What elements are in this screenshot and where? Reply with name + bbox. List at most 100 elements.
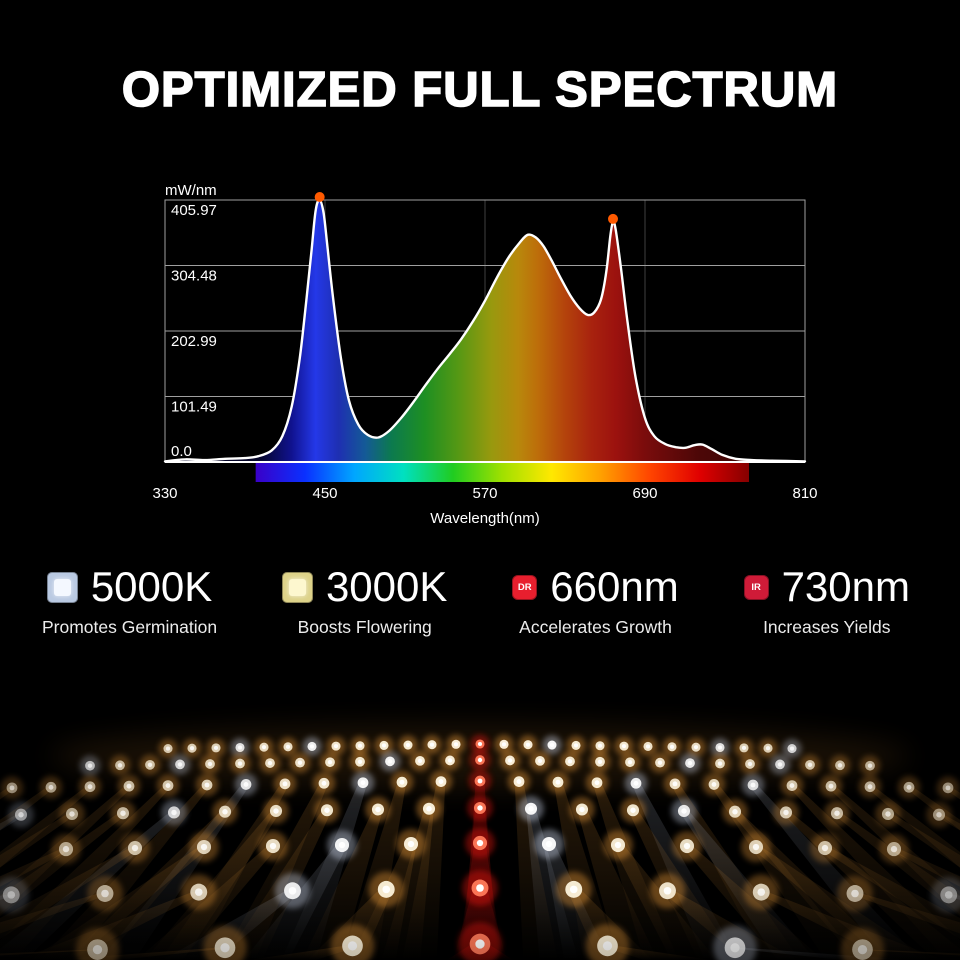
led-hotspot	[288, 886, 297, 895]
y-tick-label: 304.48	[171, 267, 217, 284]
legend-value-5000k: 5000K	[90, 563, 213, 610]
led-hotspot	[375, 806, 381, 813]
legend-item-3000k: 3000K Boosts Flowering	[281, 563, 448, 638]
led-hotspot	[9, 785, 15, 791]
led-hotspot	[297, 760, 303, 765]
legend-caption-660nm: Accelerates Growth	[519, 617, 672, 637]
led-hotspot	[327, 760, 333, 765]
led-beam	[883, 813, 960, 868]
led-beam	[0, 893, 112, 934]
led-hotspot	[267, 760, 273, 766]
led-hotspot	[555, 779, 561, 785]
led-hotspot	[789, 746, 795, 751]
led-hotspot	[597, 759, 603, 764]
led-hotspot	[165, 783, 171, 788]
led-hotspot	[730, 943, 740, 953]
legend-caption-5000k: Promotes Germination	[42, 617, 218, 637]
led-beam	[162, 890, 300, 960]
led-beam	[832, 813, 960, 917]
led-hotspot	[476, 839, 484, 847]
led-hotspot	[447, 758, 453, 763]
led-hotspot	[338, 841, 346, 849]
legend-value-3000k: 3000K	[325, 563, 448, 610]
led-array-svg	[0, 724, 960, 960]
led-hotspot	[765, 746, 771, 751]
led-hotspot	[429, 742, 435, 747]
led-hotspot	[120, 810, 126, 816]
led-hotspot	[189, 746, 195, 751]
led-hotspot	[165, 746, 171, 751]
led-hotspot	[273, 808, 279, 814]
x-axis-title: Wavelength(nm)	[430, 510, 539, 527]
led-hotspot	[687, 760, 693, 766]
wavelength-color-bar	[255, 463, 749, 482]
led-hotspot	[171, 809, 177, 816]
led-hotspot	[382, 885, 391, 894]
y-axis-title: mW/nm	[165, 182, 217, 199]
led-hotspot	[92, 944, 103, 955]
led-hotspot	[426, 806, 432, 812]
led-hotspot	[579, 806, 585, 813]
legend-item-660nm: DR 660nm Accelerates Growth	[512, 566, 679, 638]
x-tick-label: 450	[312, 485, 337, 502]
legend-caption-3000k: Boosts Flowering	[297, 617, 432, 637]
led-chip-730nm-icon: IR	[743, 574, 769, 600]
spectrum-curve	[163, 198, 807, 463]
x-tick-label: 330	[152, 485, 177, 502]
led-hotspot	[663, 886, 672, 895]
led-hotspot	[222, 809, 228, 815]
led-hotspot	[567, 759, 573, 764]
led-hotspot	[789, 783, 795, 788]
led-hotspot	[477, 741, 483, 747]
led-hotspot	[681, 808, 687, 814]
led-hotspot	[614, 841, 622, 849]
x-tick-label: 810	[792, 485, 817, 502]
led-hotspot	[269, 842, 277, 850]
led-hotspot	[549, 743, 555, 748]
led-hotspot	[621, 744, 627, 749]
led-hotspot	[207, 761, 213, 767]
led-hotspot	[69, 811, 75, 817]
led-hotspot	[237, 745, 243, 750]
led-hotspot	[438, 779, 444, 784]
led-hotspot	[407, 840, 415, 848]
led-hotspot	[321, 780, 327, 786]
led-hotspot	[537, 758, 543, 764]
led-chip-3000k-icon	[281, 571, 313, 603]
led-hotspot	[717, 761, 723, 766]
led-hotspot	[417, 758, 423, 764]
y-tick-label: 0.0	[171, 443, 192, 460]
led-hotspot	[741, 745, 747, 750]
led-hotspot	[627, 760, 633, 765]
led-hotspot	[333, 744, 339, 749]
led-hotspot	[906, 784, 912, 790]
led-hotspot	[501, 742, 507, 747]
led-hotspot	[890, 845, 898, 853]
led-hotspot	[405, 743, 411, 748]
led-beam	[888, 849, 960, 887]
led-beam	[748, 785, 921, 960]
legend-item-730nm: IR 730nm Increases Yields	[743, 566, 910, 638]
led-hotspot	[837, 763, 843, 768]
led-beam	[302, 809, 383, 960]
led-hotspot	[747, 761, 753, 767]
led-hotspot	[48, 784, 54, 790]
led-hotspot	[885, 811, 891, 817]
led-hotspot	[360, 780, 366, 786]
led-hotspot	[87, 784, 93, 790]
led-hotspot	[594, 780, 600, 786]
led-hotspot	[633, 780, 639, 786]
led-hotspot	[213, 745, 219, 750]
led-hotspot	[867, 763, 873, 768]
spectrum-chart: mW/nm 0.0 101.49 202.99 304.48 405.97 330 450 57…	[0, 160, 960, 545]
spectrum-area	[165, 199, 805, 462]
led-hotspot	[475, 939, 485, 949]
led-hotspot	[381, 743, 387, 748]
peak-marker	[608, 213, 618, 224]
led-hotspot	[732, 809, 738, 815]
x-tick-label: 690	[632, 485, 657, 502]
led-hotspot	[573, 743, 579, 748]
led-hotspot	[476, 884, 484, 892]
led-hotspot	[867, 784, 873, 790]
led-hotspot	[657, 760, 663, 765]
